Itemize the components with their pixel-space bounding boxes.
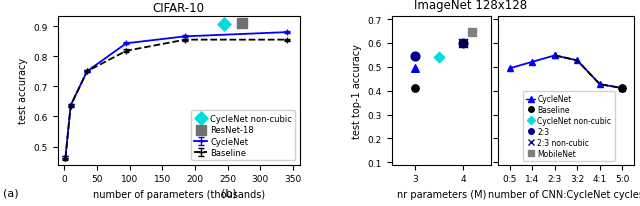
Point (458, 42, 468, 45)
Y-axis label: test accuracy: test accuracy (18, 58, 28, 124)
Y-axis label: test top-1 accuracy: test top-1 accuracy (352, 43, 362, 138)
Legend: CycleNet non-cubic, ResNet-18, CycleNet, Baseline: CycleNet non-cubic, ResNet-18, CycleNet,… (191, 111, 296, 161)
Point (410, 55, 420, 58)
Point (434, 56, 444, 59)
Point (617, 87, 627, 90)
Point (410, 87, 420, 90)
X-axis label: nr parameters (M): nr parameters (M) (397, 189, 486, 199)
X-axis label: number of CNN:CycleNet cycles: number of CNN:CycleNet cycles (488, 189, 640, 199)
CycleNet non-cubic (220, 23, 230, 27)
Text: (a): (a) (3, 188, 19, 198)
Point (467, 32, 477, 35)
Point (458, 42, 468, 45)
Point (458, 42, 468, 45)
Legend: CycleNet, Baseline, CycleNet non-cubic, 2:3, 2:3 non-cubic, MobileNet: CycleNet, Baseline, CycleNet non-cubic, … (523, 92, 614, 161)
Point (458, 42, 468, 45)
Text: (b): (b) (221, 188, 237, 198)
Point (410, 67, 420, 71)
Text: ImageNet 128x128: ImageNet 128x128 (414, 0, 527, 12)
X-axis label: number of parameters (thousands): number of parameters (thousands) (93, 189, 265, 199)
Title: CIFAR-10: CIFAR-10 (152, 2, 205, 15)
ResNet-18 (237, 22, 247, 26)
